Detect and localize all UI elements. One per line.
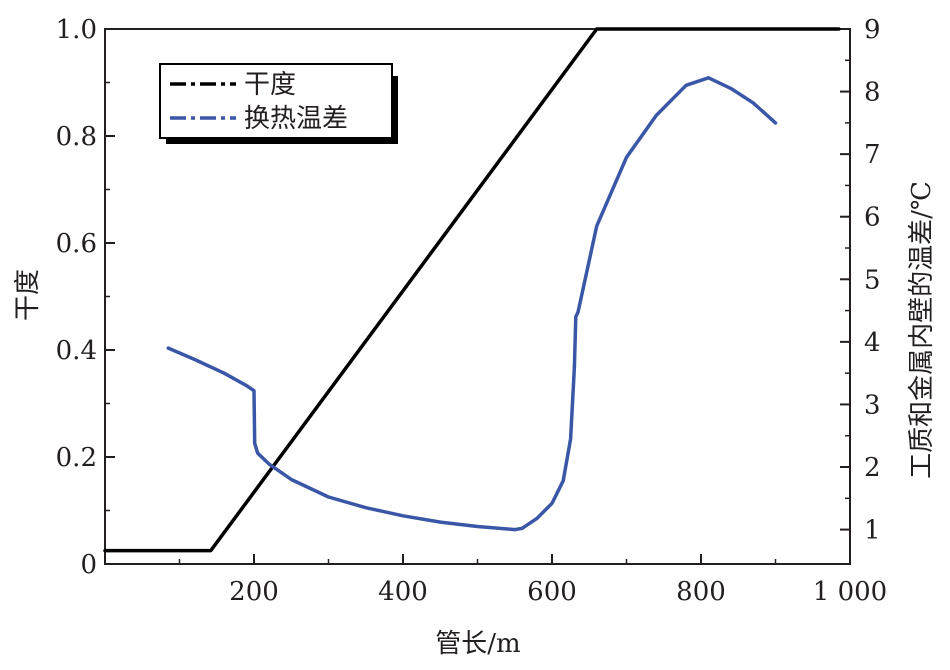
left-y-tick-label: 0.6 bbox=[56, 229, 97, 259]
right-y-tick-label: 6 bbox=[864, 203, 881, 233]
right-y-tick-label: 5 bbox=[864, 265, 881, 295]
right-y-tick-label: 7 bbox=[864, 140, 881, 170]
left-y-axis-title: 干度 bbox=[13, 269, 43, 321]
right-y-tick-label: 8 bbox=[864, 78, 881, 108]
legend-label-quality: 干度 bbox=[244, 70, 296, 100]
right-y-tick-label: 1 bbox=[864, 516, 881, 546]
left-y-tick-label: 0 bbox=[80, 550, 97, 580]
x-axis-title: 管长/m bbox=[435, 629, 520, 659]
legend-box bbox=[159, 63, 393, 139]
right-y-tick-label: 2 bbox=[864, 453, 881, 483]
left-y-tick-label: 0.8 bbox=[56, 122, 97, 152]
series-line-temperature-difference bbox=[166, 76, 778, 532]
plot-series bbox=[103, 27, 841, 553]
axis-titles: 管长/m 干度 工质和金属内壁的温差/℃ bbox=[13, 181, 937, 659]
x-tick-label: 200 bbox=[229, 577, 279, 607]
legend: 干度 换热温差 bbox=[159, 63, 398, 144]
legend-label-temperature-difference: 换热温差 bbox=[244, 104, 348, 134]
left-y-tick-label: 0.4 bbox=[56, 336, 97, 366]
x-tick-label: 800 bbox=[676, 577, 726, 607]
x-tick-label: 400 bbox=[378, 577, 428, 607]
left-y-tick-label: 0.2 bbox=[56, 443, 97, 473]
right-y-tick-label: 4 bbox=[864, 328, 881, 358]
left-y-tick-label: 1.0 bbox=[56, 15, 97, 45]
right-y-axis-title: 工质和金属内壁的温差/℃ bbox=[907, 181, 937, 479]
axes bbox=[104, 28, 851, 565]
right-y-tick-label: 3 bbox=[864, 390, 881, 420]
x-tick-label: 1 000 bbox=[813, 577, 887, 607]
tick-labels: 200 400 600 800 1 000 0 0.2 0.4 0.6 0.8 1.0 1 2 3 4 5 6 7… bbox=[56, 15, 888, 607]
x-tick-label: 600 bbox=[527, 577, 577, 607]
right-y-tick-label: 9 bbox=[864, 15, 881, 45]
series-line-quality bbox=[103, 27, 841, 553]
